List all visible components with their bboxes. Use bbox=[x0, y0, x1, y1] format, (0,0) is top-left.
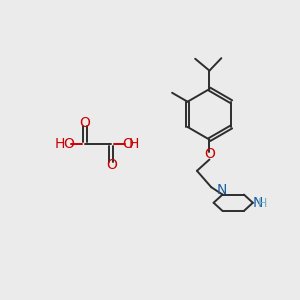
Text: N: N bbox=[253, 196, 263, 210]
Text: H: H bbox=[55, 137, 65, 151]
Text: O: O bbox=[79, 116, 90, 130]
Text: O: O bbox=[122, 137, 133, 151]
Text: H: H bbox=[128, 137, 139, 151]
Text: O: O bbox=[63, 137, 74, 151]
Text: N: N bbox=[217, 183, 227, 197]
Text: H: H bbox=[258, 197, 267, 210]
Text: O: O bbox=[204, 148, 215, 161]
Text: O: O bbox=[106, 158, 117, 172]
